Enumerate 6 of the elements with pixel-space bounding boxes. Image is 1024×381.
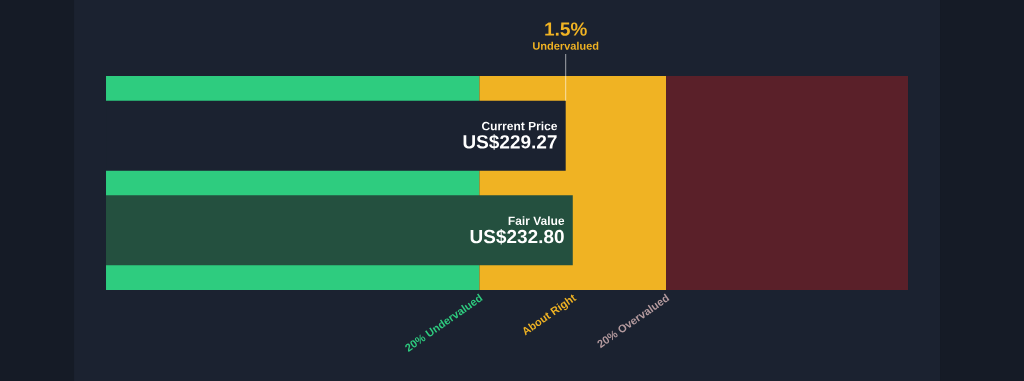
data-label: US$229.27 bbox=[463, 134, 557, 150]
text: Undervalued bbox=[533, 41, 599, 50]
data-label: US$232.80 bbox=[470, 229, 564, 245]
y-tick-label: Current Price bbox=[481, 121, 558, 131]
y-tick-label: Fair Value bbox=[508, 216, 565, 225]
annotation: 1.5% bbox=[545, 22, 587, 36]
